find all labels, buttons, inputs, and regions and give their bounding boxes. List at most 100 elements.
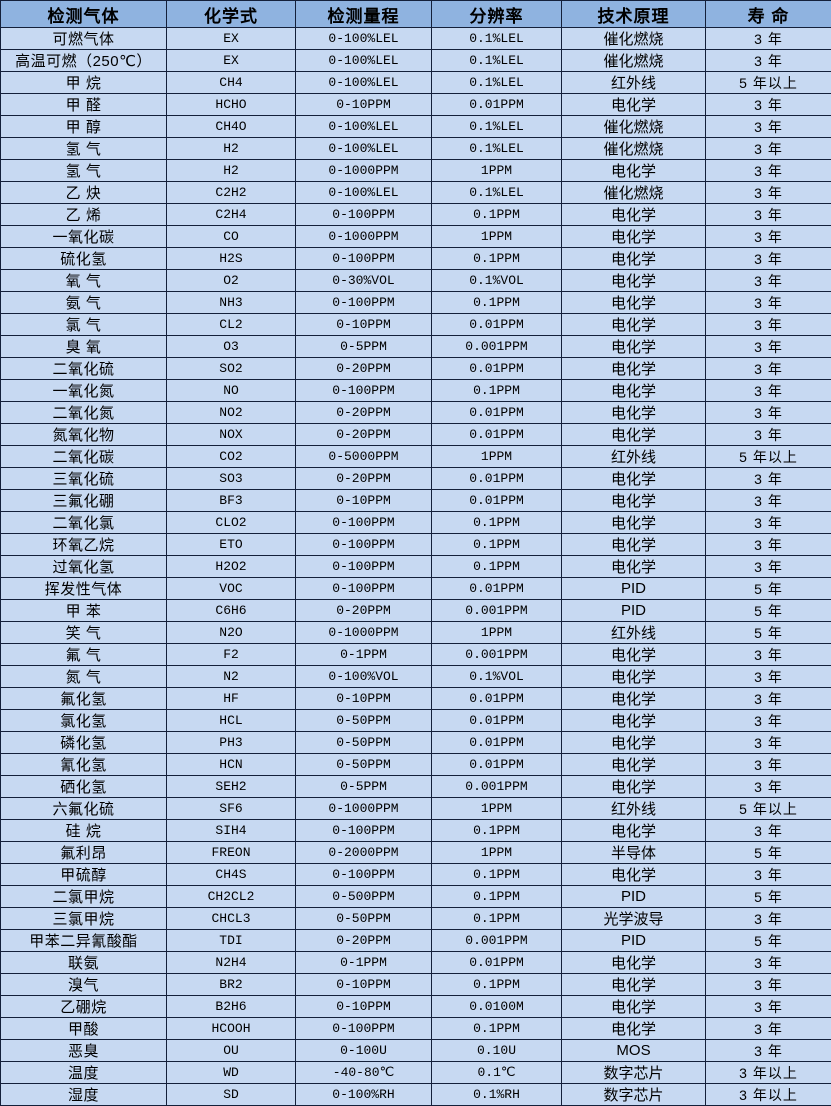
- column-header-lifespan: 寿 命: [706, 1, 831, 28]
- cell-name: 湿度: [1, 1084, 167, 1106]
- cell-range: 0-10PPM: [296, 94, 432, 116]
- cell-range: 0-1000PPM: [296, 798, 432, 820]
- cell-life: 5 年: [706, 600, 831, 622]
- cell-name: 甲 醇: [1, 116, 167, 138]
- cell-name: 乙 烯: [1, 204, 167, 226]
- cell-range: 0-100%RH: [296, 1084, 432, 1106]
- cell-name: 一氧化氮: [1, 380, 167, 402]
- cell-formula: H2S: [167, 248, 296, 270]
- cell-formula: NO2: [167, 402, 296, 424]
- cell-range: 0-100PPM: [296, 380, 432, 402]
- cell-name: 可燃气体: [1, 28, 167, 50]
- cell-life: 3 年: [706, 644, 831, 666]
- cell-formula: N2H4: [167, 952, 296, 974]
- cell-life: 3 年: [706, 182, 831, 204]
- table-header: 检测气体 化学式 检测量程 分辨率 技术原理 寿 命: [1, 1, 831, 28]
- cell-tech: 电化学: [562, 776, 706, 798]
- cell-tech: 电化学: [562, 512, 706, 534]
- cell-name: 三氧化硫: [1, 468, 167, 490]
- cell-formula: CHCL3: [167, 908, 296, 930]
- cell-formula: CL2: [167, 314, 296, 336]
- cell-name: 氰化氢: [1, 754, 167, 776]
- cell-life: 3 年: [706, 732, 831, 754]
- cell-name: 氟利昂: [1, 842, 167, 864]
- cell-res: 0.01PPM: [432, 710, 562, 732]
- cell-formula: SF6: [167, 798, 296, 820]
- cell-name: 甲 苯: [1, 600, 167, 622]
- cell-formula: HCL: [167, 710, 296, 732]
- cell-life: 3 年: [706, 688, 831, 710]
- cell-res: 0.01PPM: [432, 402, 562, 424]
- cell-res: 0.1PPM: [432, 1018, 562, 1040]
- cell-range: 0-500PPM: [296, 886, 432, 908]
- cell-res: 0.1%VOL: [432, 666, 562, 688]
- cell-life: 5 年: [706, 842, 831, 864]
- cell-formula: BR2: [167, 974, 296, 996]
- cell-res: 0.01PPM: [432, 490, 562, 512]
- cell-life: 3 年: [706, 820, 831, 842]
- cell-life: 3 年: [706, 226, 831, 248]
- cell-tech: 半导体: [562, 842, 706, 864]
- cell-tech: 电化学: [562, 710, 706, 732]
- cell-name: 甲苯二异氰酸酯: [1, 930, 167, 952]
- cell-name: 甲 烷: [1, 72, 167, 94]
- cell-range: 0-50PPM: [296, 754, 432, 776]
- cell-res: 0.01PPM: [432, 94, 562, 116]
- cell-formula: CO: [167, 226, 296, 248]
- cell-life: 3 年: [706, 534, 831, 556]
- cell-range: 0-1000PPM: [296, 622, 432, 644]
- cell-formula: HCOOH: [167, 1018, 296, 1040]
- cell-life: 3 年: [706, 908, 831, 930]
- cell-life: 3 年: [706, 248, 831, 270]
- cell-life: 3 年: [706, 1040, 831, 1062]
- cell-tech: 电化学: [562, 688, 706, 710]
- cell-tech: 电化学: [562, 336, 706, 358]
- cell-tech: 数字芯片: [562, 1062, 706, 1084]
- cell-range: 0-5PPM: [296, 776, 432, 798]
- cell-name: 氯化氢: [1, 710, 167, 732]
- cell-res: 0.1%LEL: [432, 138, 562, 160]
- cell-name: 乙硼烷: [1, 996, 167, 1018]
- cell-name: 恶臭: [1, 1040, 167, 1062]
- cell-tech: 电化学: [562, 754, 706, 776]
- cell-life: 3 年: [706, 754, 831, 776]
- cell-life: 3 年: [706, 776, 831, 798]
- cell-range: 0-10PPM: [296, 688, 432, 710]
- cell-life: 3 年: [706, 270, 831, 292]
- cell-range: 0-100PPM: [296, 248, 432, 270]
- cell-name: 三氟化硼: [1, 490, 167, 512]
- cell-tech: 催化燃烧: [562, 182, 706, 204]
- cell-range: 0-100PPM: [296, 556, 432, 578]
- cell-res: 0.001PPM: [432, 600, 562, 622]
- cell-tech: 催化燃烧: [562, 116, 706, 138]
- cell-name: 甲 醛: [1, 94, 167, 116]
- cell-tech: 电化学: [562, 820, 706, 842]
- cell-range: 0-10PPM: [296, 314, 432, 336]
- column-header-technology: 技术原理: [562, 1, 706, 28]
- cell-life: 3 年: [706, 204, 831, 226]
- cell-res: 1PPM: [432, 842, 562, 864]
- cell-tech: 电化学: [562, 1018, 706, 1040]
- cell-res: 0.001PPM: [432, 930, 562, 952]
